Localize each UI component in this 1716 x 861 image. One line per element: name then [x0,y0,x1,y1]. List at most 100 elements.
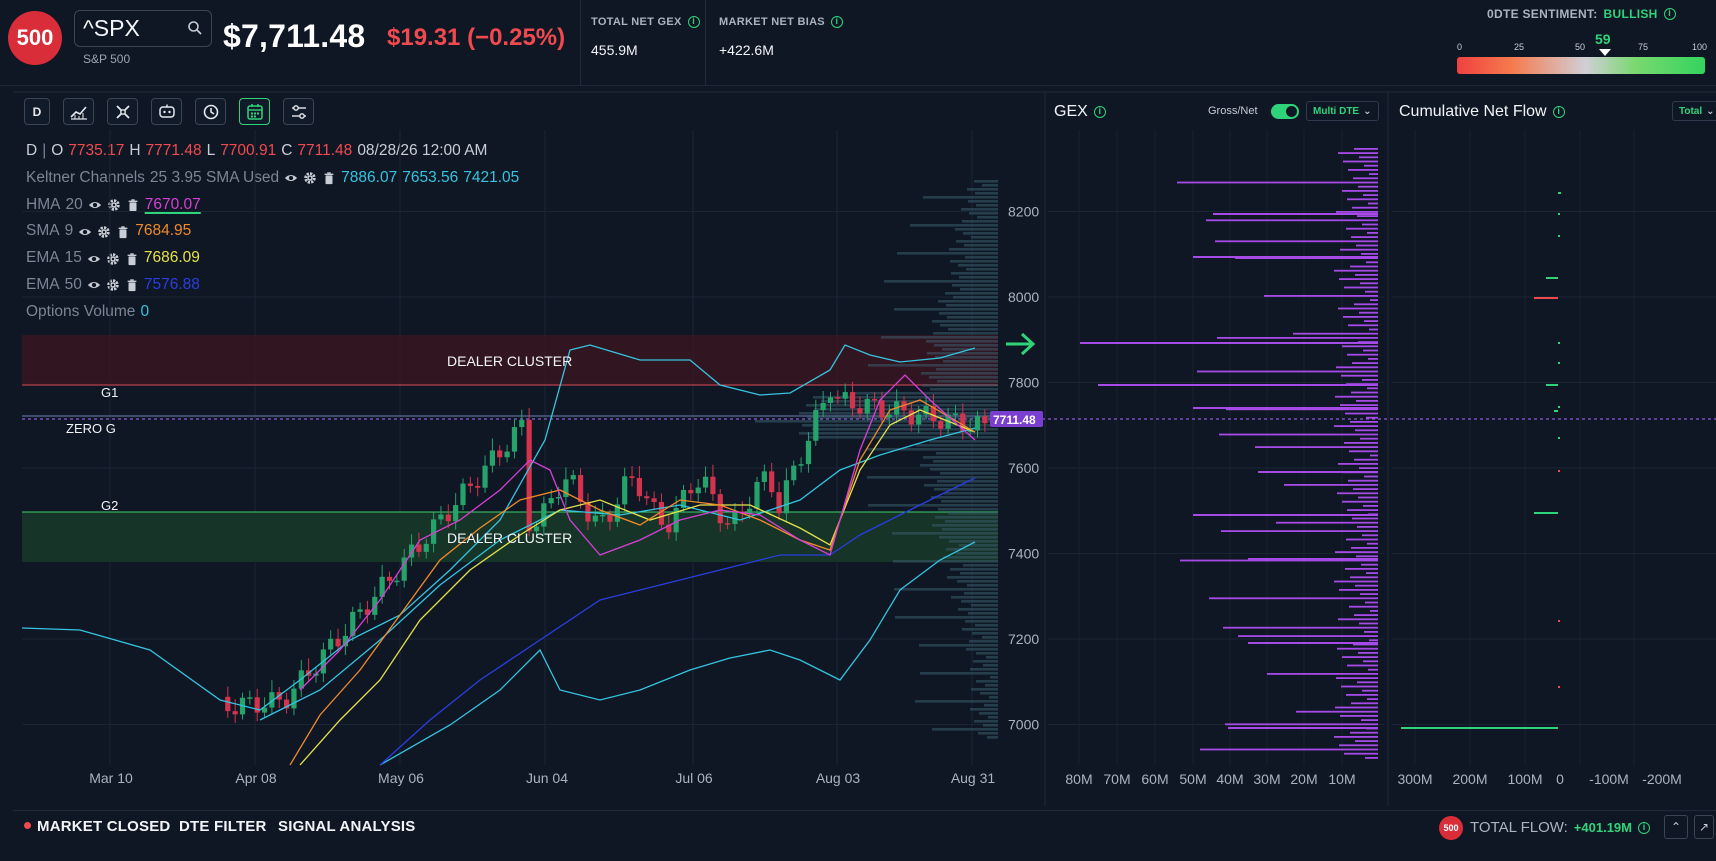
replay-history-icon [203,104,218,119]
calendar-button[interactable] [239,98,270,125]
info-icon[interactable]: i [1093,106,1106,118]
candle-body [813,410,819,441]
candle-body [710,476,716,495]
dte-filter-tab[interactable]: DTE FILTER [179,818,267,835]
timeframe-button[interactable]: D [24,98,50,125]
info-icon[interactable]: i [830,16,843,28]
volume-profile-bar [982,636,998,639]
trash-icon[interactable] [322,171,336,185]
ticker-search-box[interactable] [74,10,212,47]
candle-body [982,416,988,424]
candle-body [644,496,650,499]
market-status[interactable]: MARKET CLOSED [24,818,170,835]
trash-icon[interactable] [116,225,130,239]
volume-profile-bar [969,212,998,215]
volume-profile-bar [988,716,998,719]
candle-body [651,498,657,503]
candle-body [416,544,422,552]
flow-bar [1534,297,1558,299]
gear-icon[interactable] [106,252,120,266]
volume-profile-bar [983,724,998,727]
volume-profile-bar [967,584,998,587]
gear-icon[interactable] [303,171,317,185]
gex-bar [1258,471,1378,473]
gex-bar [1238,635,1378,637]
gex-bar [1370,299,1378,301]
gex-bar [1197,370,1378,373]
candle-body [269,692,275,708]
info-icon[interactable]: i [687,16,700,28]
replay-history-button[interactable] [195,98,226,125]
chart-settings-button[interactable] [283,98,314,125]
gex-bar [1369,639,1378,642]
volume-profile-bar [855,392,998,395]
ai-assistant-button[interactable] [151,98,182,125]
volume-profile-bar [950,568,998,571]
eye-icon[interactable] [78,225,92,239]
candle-body [791,465,797,481]
gex-bar [1352,206,1378,209]
gex-bar [1354,614,1378,616]
info-icon[interactable]: i [1663,8,1676,20]
x-axis-tick: Aug 31 [951,770,996,786]
trash-icon[interactable] [126,198,140,212]
search-icon[interactable] [187,20,203,36]
gex-x-tick: 80M [1065,771,1092,787]
ema50-line [379,477,976,766]
flow-panel-title: Cumulative Net Flow i [1399,103,1565,121]
sma-value: 7684.95 [135,222,192,240]
eye-icon[interactable] [87,252,101,266]
volume-profile-bar [920,464,998,467]
candle-body [923,406,929,415]
ticker-search-input[interactable] [83,14,183,42]
indicators-button[interactable] [63,98,94,125]
gex-bar [1355,429,1378,432]
info-icon[interactable]: i [1552,106,1565,118]
drawing-tools-button[interactable] [107,98,138,125]
candle-body [908,410,914,425]
dealer-cluster-label: DEALER CLUSTER [447,353,572,369]
gear-icon[interactable] [106,278,120,292]
gross-net-toggle[interactable] [1271,104,1299,119]
volume-profile-bar [943,360,998,363]
chart-legend: D | O 7735.17 H 7771.48 L 7700.91 C 7711.48 0… [26,138,519,326]
collapse-button[interactable]: ⌃ [1664,815,1688,839]
gex-bar [1351,702,1378,705]
volume-profile-bar [945,292,998,295]
volume-profile-bar [960,288,998,291]
app-logo[interactable]: 500 [8,11,62,65]
flow-bar [1558,620,1560,622]
volume-profile-bar [952,284,998,287]
candle-body [453,505,459,522]
eye-icon[interactable] [87,278,101,292]
gear-icon[interactable] [107,198,121,212]
gear-icon[interactable] [97,225,111,239]
candle-body [225,696,231,712]
eye-icon[interactable] [88,198,102,212]
flow-mode-dropdown[interactable]: Total ⌄ [1672,101,1716,121]
info-icon[interactable]: i [1637,821,1650,834]
volume-profile-bar [893,560,998,563]
trash-icon[interactable] [125,252,139,266]
eye-icon[interactable] [284,171,298,185]
gex-bar [1334,580,1378,583]
volume-profile-bar [976,652,998,655]
gex-bar [1346,694,1378,696]
signal-analysis-tab[interactable]: SIGNAL ANALYSIS [278,818,416,835]
popout-button[interactable]: ↗ [1694,815,1714,839]
gex-x-tick: 10M [1328,771,1355,787]
volume-profile-bar [990,676,998,679]
high-label: H [129,142,141,159]
trash-icon[interactable] [125,278,139,292]
gex-bar [1200,748,1378,751]
gex-bar [1358,185,1378,188]
gex-bar [1355,274,1378,276]
volume-profile-bar [934,488,998,491]
volume-profile-bar [956,552,998,555]
dte-filter-dropdown[interactable]: Multi DTE ⌄ [1306,101,1379,121]
flow-bar [1558,406,1560,408]
candle-body [519,419,525,428]
candle-body [335,638,341,647]
gex-bar [1364,631,1378,633]
